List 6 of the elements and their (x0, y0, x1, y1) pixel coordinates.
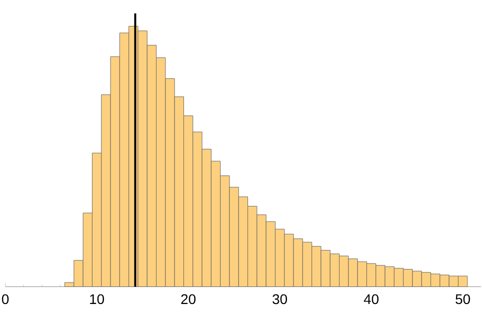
x-tick-label: 0 (2, 294, 9, 304)
x-tick-label: 50 (456, 294, 470, 304)
x-tick-label: 20 (181, 294, 196, 304)
x-tick-label: 30 (272, 294, 288, 304)
x-tick-label: 40 (364, 294, 379, 304)
x-tick-label: 10 (90, 294, 104, 304)
